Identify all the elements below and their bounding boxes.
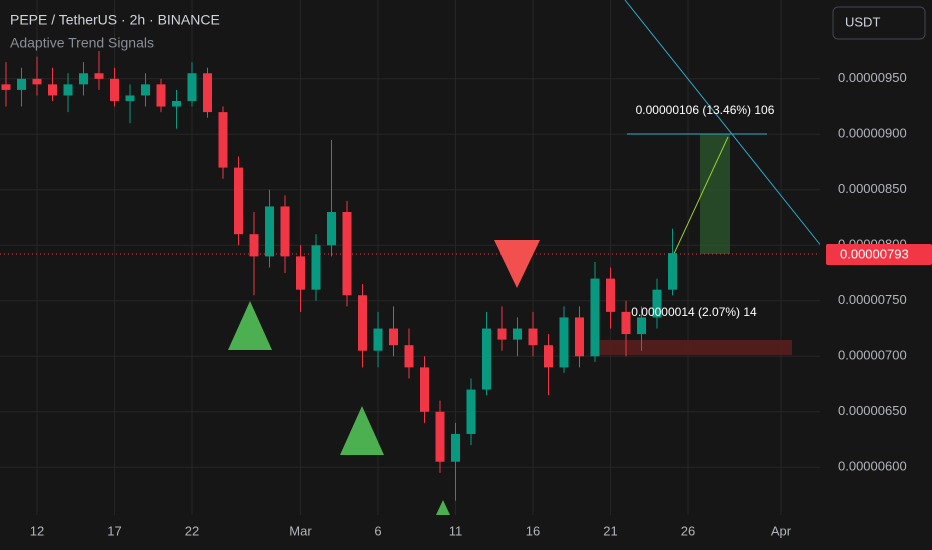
projection-arrow [671, 136, 729, 259]
candle-body [48, 84, 57, 96]
candle-body [466, 389, 476, 434]
candle-body [296, 256, 305, 290]
candle-body [404, 345, 414, 368]
chart-title: PEPE / TetherUS · 2h · BINANCE [10, 12, 220, 28]
candle-body [544, 345, 553, 368]
currency-label[interactable]: USDT [845, 14, 880, 29]
candles [1, 51, 677, 501]
y-tick-label: 0.00000650 [838, 403, 907, 418]
trend-line [624, 0, 827, 253]
candle-body [280, 206, 290, 257]
x-tick-label: 22 [185, 523, 199, 538]
x-tick-label: 26 [681, 523, 695, 538]
indicator-name: Adaptive Trend Signals [10, 35, 154, 51]
candle-body [156, 84, 166, 107]
y-tick-label: 0.00000600 [838, 459, 907, 474]
currency-button[interactable] [832, 6, 926, 40]
y-tick-label: 0.00000950 [838, 70, 907, 85]
candle-body [311, 245, 321, 290]
candle-body [125, 95, 135, 102]
last-price-box [826, 244, 932, 265]
target-label: 0.00000106 (13.46%) 106 [636, 103, 775, 117]
candle-body [435, 411, 445, 462]
x-tick-label: 12 [30, 523, 44, 538]
candle-body [141, 84, 150, 96]
candle-body [94, 73, 104, 79]
x-tick-label: 17 [107, 523, 121, 538]
candle-body [621, 311, 631, 335]
buy-signal [228, 301, 272, 350]
candle-body [327, 211, 336, 246]
candle-body [637, 317, 646, 335]
candle-body [590, 278, 600, 357]
candle-body [203, 73, 212, 113]
candle-body [482, 328, 491, 390]
y-tick-label: 0.00000700 [838, 348, 907, 363]
candle-body [652, 289, 662, 318]
x-tick-label: 11 [449, 523, 463, 538]
buy-signal [436, 500, 450, 515]
candle-body [389, 328, 398, 346]
candle-body [342, 211, 352, 296]
candle-body [513, 328, 522, 340]
candle-body [528, 328, 538, 346]
buy-signal [340, 406, 384, 455]
x-tick-label: 6 [374, 523, 381, 538]
y-tick-label: 0.00000750 [838, 292, 907, 307]
candle-body [420, 367, 429, 412]
y-tick-label: 0.00000850 [838, 181, 907, 196]
candle-body [575, 317, 584, 357]
candle-body [218, 112, 228, 168]
candle-body [32, 78, 42, 85]
candle-body [172, 101, 181, 107]
x-tick-label: Mar [289, 523, 312, 538]
y-tick-label: 0.00000900 [838, 126, 907, 141]
last-price-label: 0.00000793 [840, 246, 909, 261]
candle-body [63, 84, 73, 96]
candle-body [1, 84, 11, 90]
x-tick-label: 21 [603, 523, 617, 538]
profit-zone [700, 134, 730, 254]
x-tick-label: 16 [526, 523, 540, 538]
candle-body [187, 73, 197, 102]
candle-body [110, 78, 119, 102]
candle-body [668, 253, 677, 290]
candle-body [249, 234, 259, 257]
sell-signal [494, 240, 540, 288]
x-tick-label: Apr [771, 523, 792, 538]
stop-zone [592, 340, 792, 355]
candle-body [79, 73, 88, 85]
candle-body [606, 278, 615, 312]
candle-body [451, 433, 460, 462]
candle-body [373, 328, 383, 351]
candle-body [358, 295, 367, 351]
candle-body [234, 167, 243, 235]
candle-body [265, 206, 274, 257]
candle-body [17, 78, 26, 90]
candle-body [559, 317, 569, 368]
stop-label: 0.00000014 (2.07%) 14 [631, 305, 757, 319]
candle-body [497, 328, 507, 340]
